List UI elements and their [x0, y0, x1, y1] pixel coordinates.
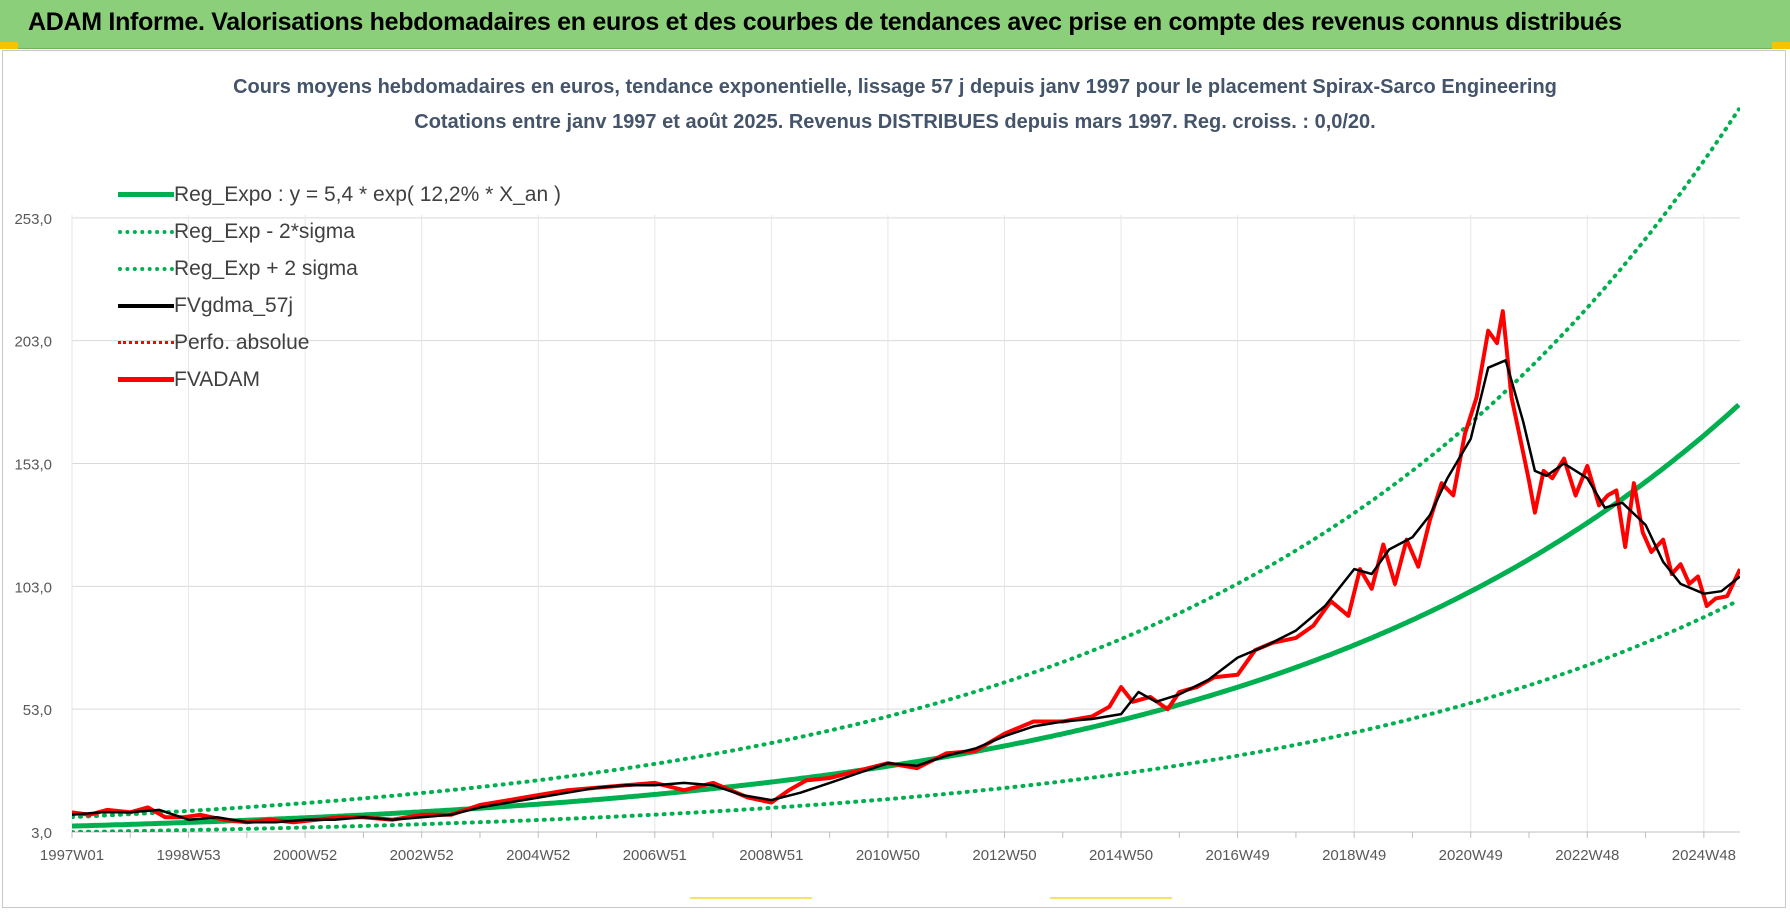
legend-swatch-perfo — [118, 341, 174, 344]
header-title: ADAM Informe. Valorisations hebdomadaire… — [28, 8, 1622, 36]
legend-item-fvadam: FVADAM — [118, 361, 561, 398]
series-reg-exp-plus-line — [72, 107, 1740, 820]
corner-mark-right — [1772, 42, 1790, 49]
x-tick-label: 1997W01 — [40, 847, 104, 864]
legend-swatch-reg-exp-plus — [118, 266, 174, 271]
legend-item-perfo: Perfo. absolue — [118, 324, 561, 361]
x-tick-label: 2000W52 — [273, 847, 337, 864]
chart-frame — [2, 50, 1786, 908]
chart-subtitle: Cotations entre janv 1997 et août 2025. … — [414, 111, 1376, 133]
y-tick-label: 203,0 — [14, 334, 52, 351]
x-tick-label: 2024W48 — [1672, 847, 1736, 864]
footer-mark-2 — [1050, 897, 1172, 899]
legend-item-reg-expo: Reg_Expo : y = 5,4 * exp( 12,2% * X_an ) — [118, 176, 561, 213]
legend-item-fvgdma: FVgdma_57j — [118, 287, 561, 324]
x-tick-label: 2012W50 — [972, 847, 1036, 864]
legend-item-reg-exp-minus: Reg_Exp - 2*sigma — [118, 213, 561, 250]
x-tick-label: 2014W50 — [1089, 847, 1153, 864]
y-tick-label: 253,0 — [14, 211, 52, 228]
header-banner: ADAM Informe. Valorisations hebdomadaire… — [0, 0, 1790, 49]
x-tick-label: 2002W52 — [390, 847, 454, 864]
x-tick-label: 2006W51 — [623, 847, 687, 864]
x-tick-label: 1998W53 — [156, 847, 220, 864]
legend-label-fvadam: FVADAM — [174, 367, 260, 391]
legend-swatch-fvgdma — [118, 303, 174, 308]
legend-label-reg-expo: Reg_Expo : y = 5,4 * exp( 12,2% * X_an ) — [174, 182, 561, 206]
series-fvgdma-line — [72, 359, 1740, 824]
legend-swatch-fvadam — [118, 377, 174, 382]
footer-mark-1 — [690, 897, 812, 899]
series-reg-exp-minus-line — [72, 598, 1740, 832]
x-tick-label: 2020W49 — [1439, 847, 1503, 864]
chart-legend: Reg_Expo : y = 5,4 * exp( 12,2% * X_an )… — [118, 176, 561, 398]
x-tick-label: 2016W49 — [1206, 847, 1270, 864]
x-tick-label: 2008W51 — [739, 847, 803, 864]
legend-item-reg-exp-plus: Reg_Exp + 2 sigma — [118, 250, 561, 287]
x-tick-label: 2010W50 — [856, 847, 920, 864]
legend-label-reg-exp-plus: Reg_Exp + 2 sigma — [174, 256, 358, 280]
x-tick-label: 2004W52 — [506, 847, 570, 864]
y-tick-label: 103,0 — [14, 579, 52, 596]
legend-label-perfo: Perfo. absolue — [174, 330, 310, 354]
legend-label-fvgdma: FVgdma_57j — [174, 293, 294, 317]
x-tick-label: 2022W48 — [1555, 847, 1619, 864]
legend-swatch-reg-exp-minus — [118, 229, 174, 234]
corner-mark-left — [0, 42, 18, 49]
legend-label-reg-exp-minus: Reg_Exp - 2*sigma — [174, 219, 355, 243]
y-tick-label: 53,0 — [23, 702, 52, 719]
y-tick-label: 3,0 — [31, 825, 52, 842]
y-tick-label: 153,0 — [14, 457, 52, 474]
x-tick-label: 2018W49 — [1322, 847, 1386, 864]
legend-swatch-reg-expo — [118, 192, 174, 197]
series-reg-expo-line — [72, 402, 1740, 829]
chart-title: Cours moyens hebdomadaires en euros, ten… — [233, 76, 1557, 98]
